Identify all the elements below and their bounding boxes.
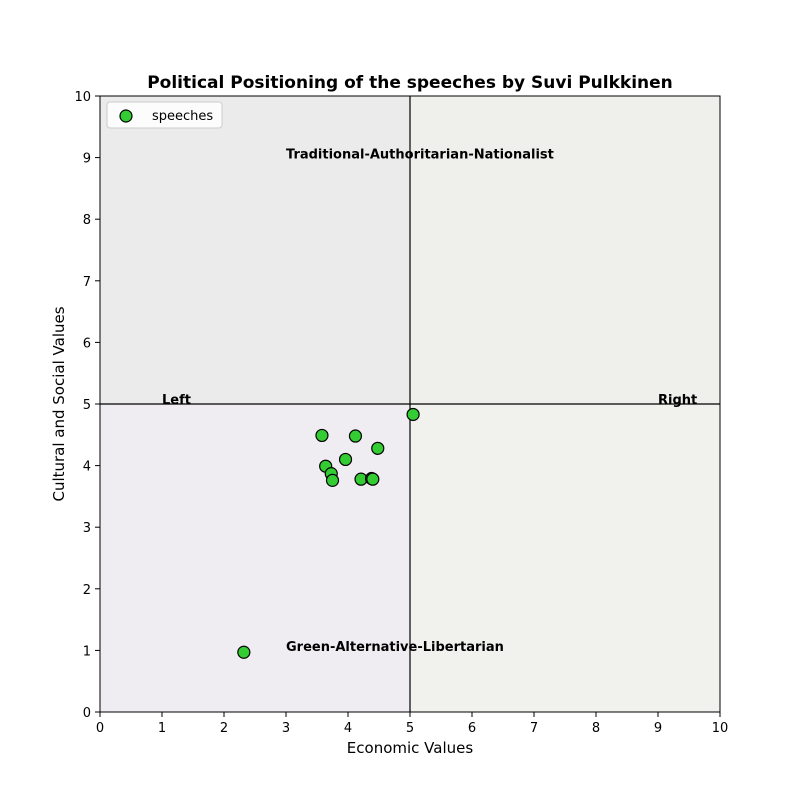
data-point [348,429,363,443]
data-point [315,428,329,443]
y-tick-label: 7 [83,275,91,290]
x-tick-label: 5 [406,721,414,736]
reference-lines [100,96,720,712]
legend-box [106,101,223,129]
x-tick-label: 6 [468,721,476,736]
quadrant-top-right [410,96,720,404]
x-tick-label: 0 [96,721,104,736]
x-tick-label: 4 [344,721,352,736]
x-tick-label: 7 [530,721,538,736]
annotation-green-alternative-libertarian: Green-Alternative-Libertarian [286,640,504,655]
y-tick-label: 9 [83,152,91,167]
x-tick-label: 9 [654,721,662,736]
y-tick-label: 6 [83,336,91,351]
x-axis-ticks: 0 1 2 3 4 5 6 7 8 9 10 [96,712,728,736]
y-tick-label: 1 [83,644,91,659]
y-tick-label: 10 [74,90,91,105]
y-tick-label: 5 [83,398,91,413]
chart-title: Political Positioning of the speeches by… [147,73,673,93]
y-tick-label: 2 [83,583,91,598]
legend-label: speeches [152,109,213,124]
x-tick-label: 10 [712,721,729,736]
data-points [237,407,420,659]
x-tick-label: 2 [220,721,228,736]
annotation-right: Right [658,393,697,408]
y-tick-label: 3 [83,521,91,536]
quadrant-bottom-left [100,404,410,712]
quadrant-bottom-right [410,404,720,712]
legend-marker [119,109,133,123]
y-axis-label: Cultural and Social Values [50,306,68,501]
data-point [325,473,340,487]
y-axis-ticks: 0 1 2 3 4 5 6 7 8 9 10 [74,90,100,721]
y-tick-label: 0 [83,706,91,721]
data-point [338,452,353,467]
y-tick-label: 8 [83,213,91,228]
x-axis-label: Economic Values [347,739,474,757]
data-point [366,472,380,486]
y-tick-label: 4 [83,460,91,475]
annotation-left: Left [162,393,191,408]
annotation-traditional-authoritarian-nationalist: Traditional-Authoritarian-Nationalist [286,147,554,162]
quadrant-backgrounds [100,96,720,712]
x-tick-label: 1 [158,721,166,736]
x-tick-label: 8 [592,721,600,736]
data-point [237,645,251,659]
data-point [406,407,420,422]
quadrant-annotations: Traditional-Authoritarian-Nationalist Lef… [162,147,697,655]
quadrant-top-left [100,96,410,404]
x-tick-label: 3 [282,721,290,736]
data-point [371,441,385,455]
legend: speeches [106,101,223,129]
